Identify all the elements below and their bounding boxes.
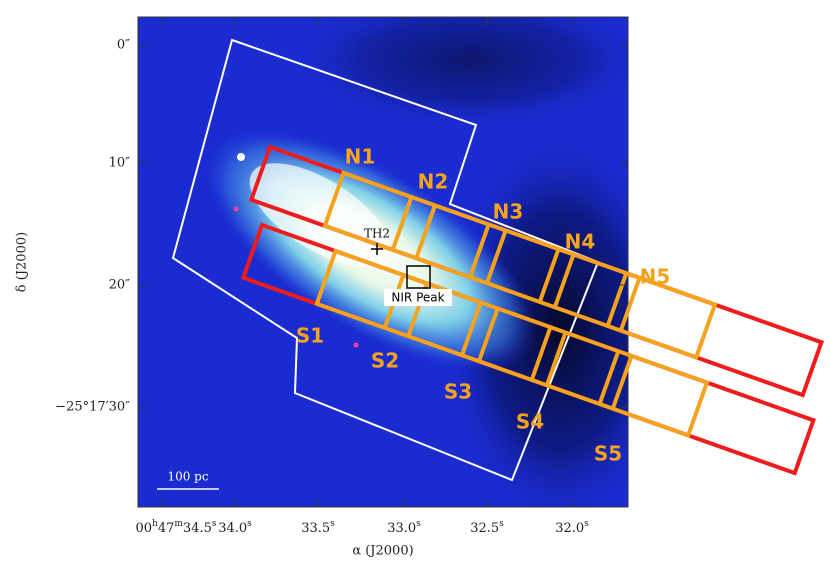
strip bbox=[248, 144, 824, 398]
aperture-divider bbox=[537, 248, 561, 303]
th2-label: TH2 bbox=[364, 227, 390, 241]
frame bbox=[137, 16, 629, 508]
tick-unit: s bbox=[212, 519, 217, 529]
sky-image bbox=[138, 17, 628, 507]
tick-unit: s bbox=[416, 519, 421, 529]
th2-marker bbox=[371, 243, 383, 255]
aperture-divider bbox=[485, 229, 508, 284]
aperture-divider bbox=[477, 307, 500, 362]
tick-number: 00 bbox=[135, 521, 152, 536]
y-tick-label: −25°17′30″ bbox=[55, 400, 130, 415]
aperture-divider bbox=[414, 204, 437, 259]
y-tick-label: 20″ bbox=[109, 278, 131, 293]
tick-unit: s bbox=[330, 519, 335, 529]
aperture-divider bbox=[529, 326, 553, 381]
tick-unit: h bbox=[152, 519, 158, 529]
footprint bbox=[171, 38, 600, 482]
slit-regions bbox=[240, 144, 824, 476]
region-label: S1 bbox=[296, 324, 324, 348]
x-tick-label: 00h47m34.5s bbox=[135, 519, 216, 536]
tick-number: 34.5 bbox=[183, 521, 212, 536]
region-label: N3 bbox=[493, 200, 524, 224]
nir-peak-box bbox=[406, 265, 431, 289]
aperture-divider bbox=[552, 253, 576, 308]
region-label: S3 bbox=[444, 380, 472, 404]
y-tick-label: 10″ bbox=[109, 156, 131, 171]
x-axis-label: α (J2000) bbox=[352, 544, 413, 559]
scale-bar-label: 100 pc bbox=[167, 470, 208, 484]
aperture-divider bbox=[460, 301, 483, 356]
tick-number: 32.5 bbox=[470, 521, 499, 536]
region-label: N1 bbox=[345, 145, 376, 169]
x-tick-label: 32.5s bbox=[470, 519, 504, 536]
region-label: N5 bbox=[640, 265, 671, 289]
aperture-divider bbox=[605, 272, 629, 327]
region-label: S4 bbox=[516, 410, 544, 434]
aperture-outline bbox=[322, 170, 718, 360]
tick-unit: s bbox=[499, 519, 504, 529]
tick-unit: s bbox=[584, 519, 589, 529]
aperture-divider bbox=[468, 223, 491, 278]
y-tick-label: 0″ bbox=[117, 38, 130, 53]
aperture-divider bbox=[610, 355, 634, 410]
x-tick-label: 33.0s bbox=[387, 519, 421, 536]
nir-peak-label: NIR Peak bbox=[391, 291, 444, 305]
tick-number: 32.0 bbox=[555, 521, 584, 536]
region-label: S2 bbox=[371, 349, 399, 373]
nir-peak-bg bbox=[384, 289, 452, 306]
aperture-divider bbox=[390, 196, 414, 251]
tick-number: 33.5 bbox=[301, 521, 330, 536]
aperture-divider bbox=[618, 277, 642, 332]
region-label: N2 bbox=[418, 170, 449, 194]
region-label: N4 bbox=[565, 230, 596, 254]
tick-number: 33.0 bbox=[387, 521, 416, 536]
tick-number: 47 bbox=[158, 521, 175, 536]
y-axis-label: δ (J2000) bbox=[15, 232, 30, 292]
x-tick-label: 34.0s bbox=[218, 519, 252, 536]
region-label: S5 bbox=[594, 442, 622, 466]
tick-unit: s bbox=[247, 519, 252, 529]
aperture-divider bbox=[597, 350, 621, 405]
x-tick-label: 32.0s bbox=[555, 519, 589, 536]
tick-unit: m bbox=[174, 519, 183, 529]
tick-number: 34.0 bbox=[218, 521, 247, 536]
aperture-divider bbox=[544, 331, 568, 386]
x-tick-label: 33.5s bbox=[301, 519, 335, 536]
aperture-outline bbox=[314, 248, 710, 438]
